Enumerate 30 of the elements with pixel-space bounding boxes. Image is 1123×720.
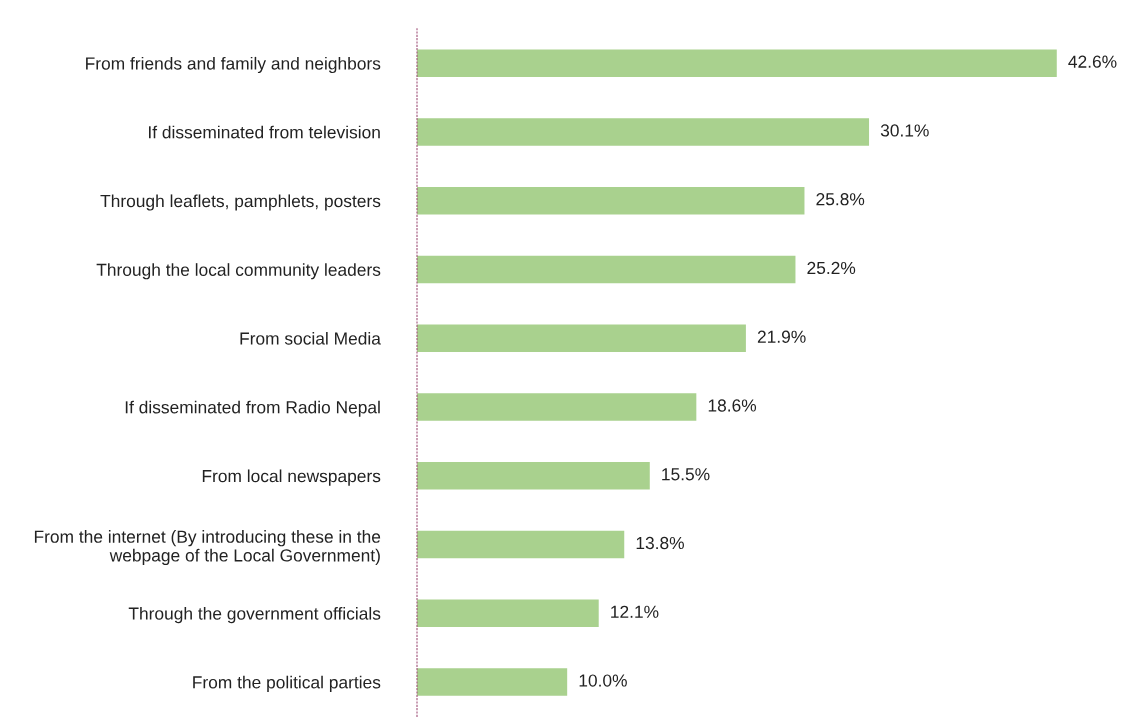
y-tick-label: From friends and family and neighbors: [86, 56, 381, 74]
y-tick-label: From local newspapers: [202, 469, 381, 486]
data-label: 25.2%: [807, 261, 856, 275]
bar: [417, 530, 625, 559]
y-tick-label: If disseminated from television: [149, 125, 380, 139]
bar: [417, 599, 599, 628]
data-label: 12.1%: [611, 605, 659, 618]
bar: [417, 324, 746, 352]
y-tick-label: Through the local community leaders: [96, 263, 381, 280]
y-tick-label: From the internet (By introducing these in the webpage of the Local Government): [34, 530, 381, 565]
bar: [417, 255, 796, 284]
y-tick-label: Through leaflets, pamphlets, posters: [100, 194, 381, 211]
bar: [417, 461, 650, 490]
bar: [417, 393, 697, 421]
data-label: 18.6%: [708, 399, 757, 412]
data-label: 13.8%: [636, 536, 684, 550]
bar: [417, 118, 870, 146]
bar: [417, 668, 568, 696]
data-label: 10.0%: [579, 674, 627, 687]
data-label: 21.9%: [757, 330, 806, 343]
data-label: 30.1%: [880, 124, 929, 137]
bar: [417, 186, 805, 215]
y-tick-label: If disseminated from Radio Nepal: [125, 400, 380, 417]
data-label: 42.6%: [1068, 55, 1117, 68]
data-label: 15.5%: [662, 468, 710, 481]
y-tick-label: From the political parties: [193, 675, 381, 692]
y-tick-label: Through the government officials: [128, 606, 381, 624]
y-tick-label: From social Media: [240, 331, 381, 345]
data-label: 25.8%: [816, 193, 865, 206]
bar: [417, 49, 1057, 77]
